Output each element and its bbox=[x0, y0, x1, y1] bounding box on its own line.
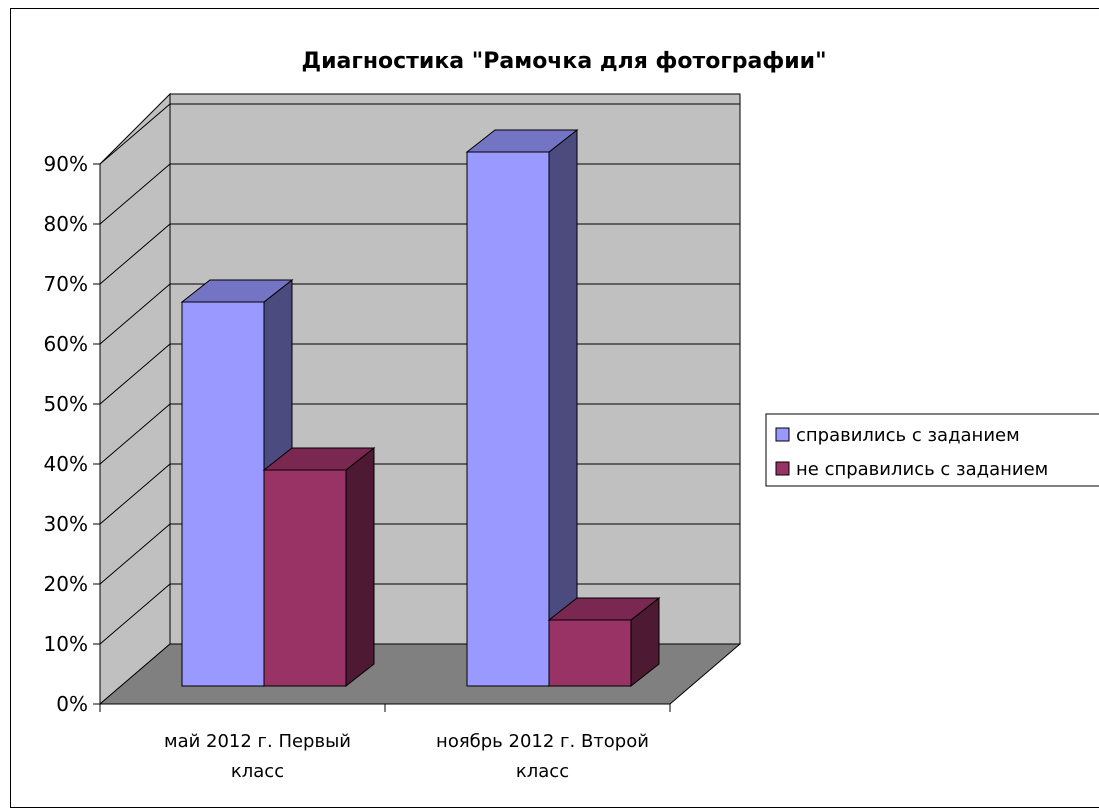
legend-swatch bbox=[775, 461, 790, 476]
legend-label: справились с заданием bbox=[796, 425, 1020, 446]
y-tick-label: 30% bbox=[44, 512, 88, 536]
x-tick-label: класс bbox=[516, 761, 569, 782]
y-tick-label: 50% bbox=[44, 392, 88, 416]
y-tick-label: 80% bbox=[44, 212, 88, 236]
gridline bbox=[99, 103, 740, 165]
y-tick-label: 60% bbox=[44, 332, 88, 356]
bar-front bbox=[548, 619, 632, 687]
chart-title: Диагностика "Рамочка для фотографии" bbox=[301, 49, 826, 74]
bar-front bbox=[263, 469, 347, 687]
x-tick-label: класс bbox=[231, 761, 284, 782]
y-tick-labels: 0% 10% 20% 30% 40% 50% 60% 70% 80% 90% bbox=[44, 152, 88, 716]
bar-top bbox=[465, 129, 579, 153]
legend: справились с заданием не справились с зад… bbox=[765, 413, 1099, 487]
legend-box bbox=[765, 413, 1099, 487]
bar-top bbox=[547, 597, 661, 621]
x-tick-labels: май 2012 г. Первый класс ноябрь 2012 г. Вт… bbox=[164, 731, 649, 782]
x-tick-label: май 2012 г. Первый bbox=[164, 731, 351, 752]
bar-top bbox=[262, 447, 376, 471]
y-axis bbox=[93, 163, 101, 705]
side-wall bbox=[99, 92, 171, 706]
y-tick-label: 20% bbox=[44, 572, 88, 596]
y-tick-label: 40% bbox=[44, 452, 88, 476]
x-axis bbox=[99, 703, 671, 712]
y-tick-label: 70% bbox=[44, 272, 88, 296]
bar-front bbox=[181, 301, 265, 687]
bar bbox=[547, 596, 661, 688]
bar-front bbox=[466, 151, 550, 687]
bar-top bbox=[180, 279, 294, 303]
y-tick-label: 90% bbox=[44, 152, 88, 176]
y-tick-label: 10% bbox=[44, 632, 88, 656]
y-tick-label: 0% bbox=[56, 692, 88, 716]
bar bbox=[465, 128, 579, 688]
legend-label: не справились с заданием bbox=[796, 459, 1048, 480]
bars bbox=[180, 128, 661, 688]
bar bbox=[262, 446, 376, 688]
legend-swatch bbox=[775, 427, 790, 442]
bar-side bbox=[345, 446, 375, 688]
x-tick-label: ноябрь 2012 г. Второй bbox=[436, 731, 649, 752]
